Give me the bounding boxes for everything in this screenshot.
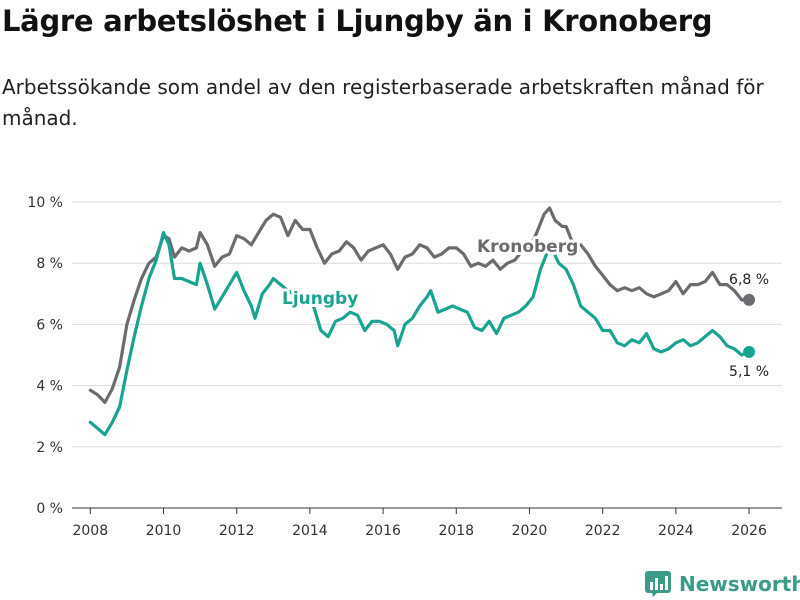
- chart-subtitle: Arbetssökande som andel av den registerb…: [2, 75, 764, 130]
- y-tick-label: 4 %: [36, 379, 63, 395]
- chart-title: Lägre arbetslöshet i Ljungby än i Kronob…: [2, 4, 713, 38]
- newsworthy-logo-icon: [645, 571, 671, 597]
- end-value-label-kronoberg: 6,8 %: [729, 272, 769, 288]
- x-tick-label: 2012: [219, 523, 255, 539]
- brand-name: Newsworthy: [679, 572, 800, 596]
- x-tick-label: 2020: [512, 523, 548, 539]
- series-label-halo-ljungby: Ljungby: [282, 289, 358, 309]
- y-tick-label: 0 %: [36, 501, 63, 517]
- series-endpoint-ljungby: [743, 345, 756, 358]
- x-tick-label: 2022: [585, 523, 621, 539]
- y-tick-label: 10 %: [27, 195, 63, 211]
- y-tick-label: 6 %: [36, 317, 63, 333]
- series-line-ljungby: [88, 231, 751, 437]
- x-tick-label: 2014: [292, 523, 328, 539]
- end-value-label-ljungby: 5,1 %: [729, 364, 769, 380]
- series-line-kronoberg: [88, 206, 751, 404]
- series-label-kronoberg: Kronoberg: [477, 237, 578, 257]
- y-tick-label: 2 %: [36, 440, 63, 456]
- x-tick-label: 2026: [731, 523, 767, 539]
- x-tick-label: 2008: [72, 523, 108, 539]
- x-tick-label: 2024: [658, 523, 694, 539]
- y-tick-label: 8 %: [36, 256, 63, 272]
- x-tick-label: 2018: [438, 523, 474, 539]
- brand-logo: Newsworthy: [644, 569, 800, 599]
- x-tick-label: 2016: [365, 523, 401, 539]
- series-endpoint-kronoberg: [743, 293, 756, 306]
- series-label-ljungby: Ljungby: [282, 289, 358, 309]
- x-tick-label: 2010: [146, 523, 182, 539]
- series-label-halo-kronoberg: Kronoberg: [477, 237, 578, 257]
